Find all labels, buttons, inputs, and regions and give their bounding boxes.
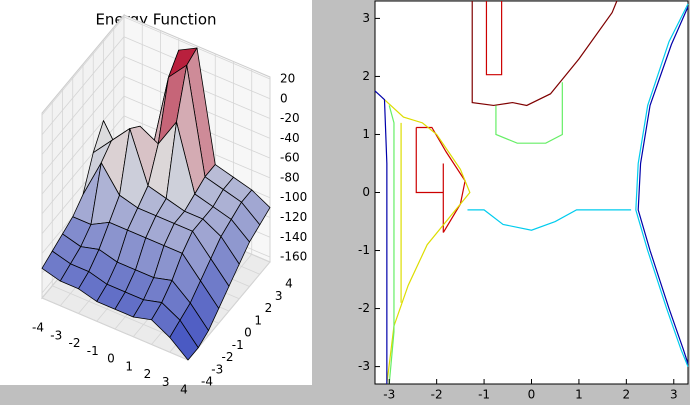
grid-line	[41, 16, 125, 116]
x-tick-label: 1	[125, 359, 133, 373]
z-tick-label: -100	[280, 190, 307, 204]
y-tick-label: 2	[265, 301, 273, 315]
contour-line	[384, 99, 471, 385]
contour-line	[374, 90, 388, 384]
y-tick-label: -3	[358, 359, 370, 373]
y-tick-label: 2	[362, 69, 370, 83]
y-tick-label: -4	[201, 375, 213, 389]
z-tick-label: -40	[280, 131, 300, 145]
contour-line	[495, 82, 563, 144]
grid-line	[41, 36, 125, 136]
contour-plot: -3 -2 -1 0 1 2 3 -3 -2 -1 0 1 2 3	[358, 0, 689, 402]
grid-line	[41, 95, 125, 195]
x-tick-label: 0	[107, 352, 115, 366]
surface-axes: -4-3-2-101234-4-3-2-101234200-20-40-60-8…	[32, 13, 307, 397]
x-tick-label: 2	[144, 367, 152, 381]
x-tick-label: 3	[162, 375, 170, 389]
z-tick-label: -80	[280, 170, 300, 184]
y-tick-label: 0	[362, 185, 370, 199]
y-tick-label: 3	[362, 11, 370, 25]
grid-line	[41, 297, 189, 361]
z-tick-label: -60	[280, 151, 300, 165]
z-tick-label: -20	[280, 111, 300, 125]
y-tick-label: -1	[232, 338, 244, 352]
contour-line	[635, 3, 689, 367]
x-tick-label: -1	[87, 344, 99, 358]
contour-line	[471, 0, 618, 107]
y-tick-label: 4	[285, 277, 293, 291]
x-tick-label: -1	[478, 388, 490, 402]
grid-line	[41, 56, 125, 155]
x-tick-label: 3	[670, 388, 678, 402]
x-tick-label: -3	[50, 328, 62, 342]
contour-line	[416, 126, 466, 233]
contour-line	[485, 1, 503, 76]
y-tick-label: 1	[254, 313, 262, 327]
z-tick-label: 0	[280, 91, 288, 105]
y-tick-label: -2	[358, 301, 370, 315]
y-tick-label: -3	[211, 362, 223, 376]
z-tick-label: 20	[280, 71, 295, 85]
contour-line	[415, 127, 444, 233]
z-tick-label: -140	[280, 230, 307, 244]
chart-title: Energy Function	[95, 11, 216, 29]
x-tick-label: 4	[180, 383, 188, 397]
x-tick-label: -4	[32, 321, 44, 335]
contour-line	[467, 209, 632, 231]
z-tick-label: -120	[280, 210, 307, 224]
contour-line	[637, 6, 689, 364]
y-tick-label: 3	[275, 289, 283, 303]
y-tick-label: 0	[244, 326, 252, 340]
y-tick-label: 1	[362, 127, 370, 141]
z-tick-label: -160	[280, 250, 307, 264]
x-tick-label: 2	[623, 388, 631, 402]
contour-line	[388, 105, 395, 385]
grid-line	[41, 115, 125, 215]
surface-patch	[169, 319, 199, 361]
x-tick-label: 1	[575, 388, 583, 402]
x-tick-label: -2	[431, 388, 443, 402]
x-tick-label: -3	[383, 388, 395, 402]
grid-line	[41, 76, 125, 175]
x-tick-label: -2	[69, 336, 81, 350]
y-tick-label: -2	[222, 350, 234, 364]
y-tick-label: -1	[358, 243, 370, 257]
x-tick-label: 0	[528, 388, 536, 402]
